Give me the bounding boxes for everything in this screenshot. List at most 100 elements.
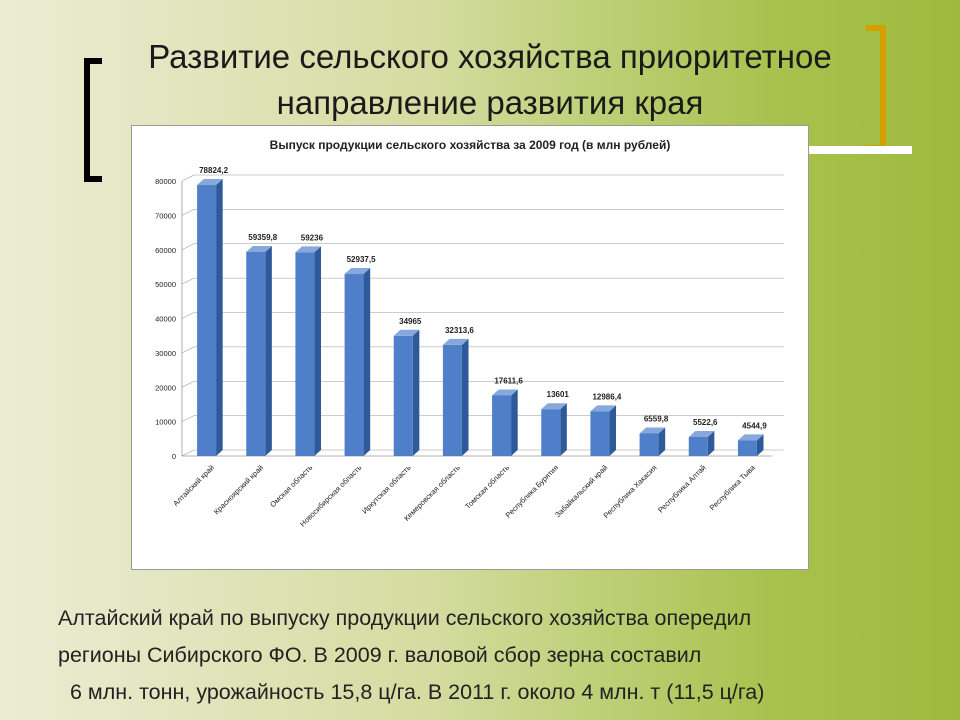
bar-7 [492,389,518,456]
bar-top [246,245,272,252]
bar-side [756,434,764,456]
data-label: 6559,8 [644,414,669,423]
y-axis: 0 10000 20000 30000 40000 50000 60000 70000 8000… [155,177,772,461]
bar-2 [246,245,272,456]
bar-top [541,403,567,410]
slide-title-line-1: Развитие сельского хозяйства приоритетно… [148,38,832,75]
bar-chart: Выпуск продукции сельского хозяйства за … [155,138,784,528]
y-tick-label: 70000 [155,211,176,220]
grid-line-slant [181,312,195,319]
grid-line-slant [181,209,195,216]
data-label: 34965 [399,317,422,326]
bar-6 [442,338,469,456]
x-tick-label: Омская область [268,463,314,509]
white-bar-decoration [808,146,912,154]
bar-side [560,403,567,456]
x-tick-label: Алтайский край [171,463,216,508]
data-label: 12986,4 [592,392,621,401]
bar-8 [541,403,567,456]
x-tick-label: Иркутская область [360,463,413,516]
bar-front [639,433,659,456]
x-tick-label: Республика Бурятия [504,463,561,520]
y-tick-label: 50000 [155,280,176,289]
x-tick-label: Республика Алтай [656,463,707,514]
y-tick-label: 80000 [155,177,176,186]
bar-top [492,389,518,396]
bar-top [344,268,371,275]
x-tick-label: Томская область [463,463,511,511]
chart-title: Выпуск продукции сельского хозяйства за … [270,138,671,152]
bar-top [393,329,420,336]
grid-line-slant [181,346,195,354]
bar-side [314,246,322,456]
bar-top [639,427,666,434]
bar-side [461,338,469,456]
x-tick-label: Красноярский край [212,463,265,516]
caption-line-2: регионы Сибирского ФО. В 2009 г. валовой… [58,643,702,667]
y-tick-label: 10000 [155,418,176,427]
grid-line-slant [181,174,195,182]
data-labels: 78824,2 59359,8 59236 52937,5 34965 32313,6 17… [199,166,767,430]
grid-line-slant [181,415,195,422]
chart-frame: Выпуск продукции сельского хозяйства за … [131,125,809,570]
bar-1 [197,179,223,456]
x-tick-label: Кемеровская область [402,463,462,523]
bar-front [393,335,413,456]
data-label: 52937,5 [347,255,376,264]
bar-side [707,431,715,456]
bar-front [442,344,462,456]
left-bracket-decoration [84,58,102,182]
bar-side [412,329,420,456]
data-label: 4544,9 [742,421,767,430]
bars [197,179,764,456]
x-tick-label: Республика Тыва [708,462,758,512]
grid-line-slant [181,277,195,285]
bar-top [688,431,715,438]
grid-line-slant [181,449,195,457]
bar-5 [393,329,420,456]
slide-title: Развитие сельского хозяйства приоритетно… [60,34,920,126]
bar-4 [344,268,371,456]
bar-front [344,274,364,456]
bar-side [609,405,617,456]
data-label: 13601 [547,390,570,399]
bar-9 [590,405,617,456]
bar-front [590,411,610,456]
bar-front [295,252,315,456]
data-label: 59359,8 [248,233,277,242]
y-tick-label: 60000 [155,246,176,255]
bar-top [295,246,322,253]
right-bracket-decoration [866,25,886,151]
bar-side [511,389,518,456]
grid-line-slant [181,380,195,388]
bar-top [737,434,764,441]
data-label: 17611,6 [494,376,523,385]
bar-front [197,185,217,456]
bar-top [590,405,617,412]
bar-side [363,268,371,456]
bar-top [442,338,469,345]
grid-lines [181,174,784,457]
data-label: 59236 [301,233,324,242]
y-tick-label: 0 [172,452,176,461]
y-tick-label: 40000 [155,315,176,324]
bar-front [737,440,757,456]
x-tick-label: Забайкальский край [553,463,609,519]
bar-11 [688,431,715,456]
data-label: 32313,6 [445,326,474,335]
bar-side [216,179,223,456]
bar-side [658,427,666,456]
bar-10 [639,427,666,456]
x-tick-label: Республика Хакасия [602,463,659,520]
bar-12 [737,434,764,456]
bar-front [688,437,708,456]
bar-side [265,245,272,456]
grid-line-slant [181,243,195,251]
bar-top [197,179,223,186]
bar-front [246,251,266,456]
y-tick-label: 30000 [155,349,176,358]
caption-text: Алтайский край по выпуску продукции сель… [58,600,938,711]
bar-front [541,409,561,456]
bar-front [492,395,512,456]
